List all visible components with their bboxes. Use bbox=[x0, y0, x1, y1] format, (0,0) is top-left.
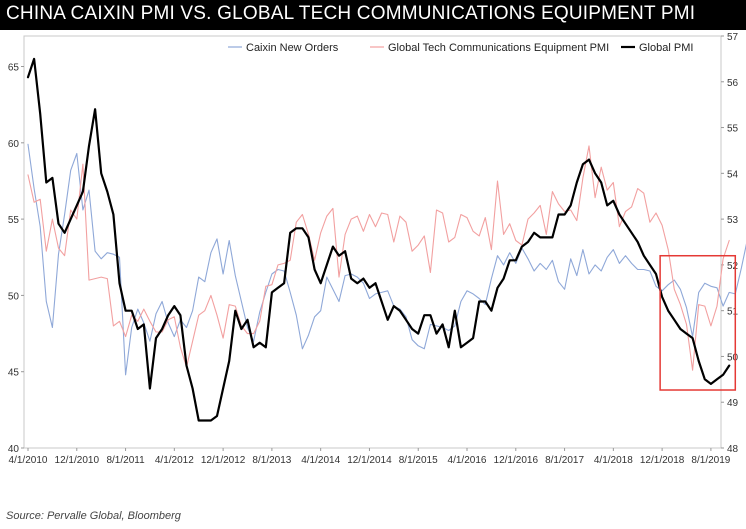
series-line-global-tech-comms-pmi bbox=[27, 145, 730, 371]
y-right-tick-label: 48 bbox=[727, 444, 739, 455]
x-tick-label: 4/1/2010 bbox=[9, 455, 48, 466]
x-tick-label: 4/1/2012 bbox=[155, 455, 194, 466]
x-tick-label: 8/1/2017 bbox=[545, 455, 584, 466]
plot-frame bbox=[23, 35, 722, 449]
y-left-tick-label: 60 bbox=[8, 139, 20, 150]
y-left-tick-label: 50 bbox=[8, 291, 20, 302]
y-left-tick-label: 55 bbox=[8, 215, 20, 226]
title-bar: CHINA CAIXIN PMI VS. GLOBAL TECH COMMUNI… bbox=[0, 0, 746, 30]
chart-area: 40 45 50 55 60 65 48 49 50 51 52 53 54 55 56 57 4/1/2010… bbox=[8, 32, 746, 466]
y-right-tick-label: 52 bbox=[727, 261, 739, 272]
x-tick-label: 12/1/2018 bbox=[640, 455, 685, 466]
y-right-tick-label: 57 bbox=[727, 32, 739, 43]
x-tick-label: 12/1/2016 bbox=[494, 455, 539, 466]
source-note: Source: Pervalle Global, Bloomberg bbox=[6, 510, 181, 522]
y-right-tick-label: 55 bbox=[727, 124, 739, 135]
y-right-tick-label: 54 bbox=[727, 169, 739, 180]
legend-caixin-label: Caixin New Orders bbox=[246, 42, 339, 54]
y-right-tick-label: 51 bbox=[727, 307, 739, 318]
x-tick-label: 4/1/2018 bbox=[594, 455, 633, 466]
y-left-tick-label: 40 bbox=[8, 444, 20, 455]
y-right-tick-label: 56 bbox=[727, 78, 739, 89]
y-right-tick-label: 49 bbox=[727, 398, 739, 409]
x-tick-label: 12/1/2012 bbox=[201, 455, 246, 466]
x-tick-label: 12/1/2010 bbox=[55, 455, 100, 466]
x-tick-label: 8/1/2015 bbox=[399, 455, 438, 466]
y-left-tick-label: 65 bbox=[8, 63, 20, 74]
series-line-caixin-new-orders bbox=[27, 143, 746, 376]
y-right-tick-label: 50 bbox=[727, 352, 739, 363]
y-right-tick-label: 53 bbox=[727, 215, 739, 226]
x-tick-label: 8/1/2013 bbox=[252, 455, 291, 466]
x-tick-label: 4/1/2016 bbox=[448, 455, 487, 466]
legend-global-tech-label: Global Tech Communications Equipment PMI bbox=[388, 42, 609, 54]
y-left-tick-label: 45 bbox=[8, 368, 20, 379]
x-tick-label: 8/1/2011 bbox=[106, 455, 145, 466]
chart-title: CHINA CAIXIN PMI VS. GLOBAL TECH COMMUNI… bbox=[6, 3, 696, 24]
x-tick-label: 12/1/2014 bbox=[347, 455, 392, 466]
x-tick-label: 4/1/2014 bbox=[301, 455, 340, 466]
highlight-box bbox=[659, 254, 737, 391]
x-tick-label: 8/1/2019 bbox=[691, 455, 730, 466]
legend-global-pmi-label: Global PMI bbox=[639, 42, 693, 54]
series-line-global-pmi bbox=[26, 57, 731, 422]
